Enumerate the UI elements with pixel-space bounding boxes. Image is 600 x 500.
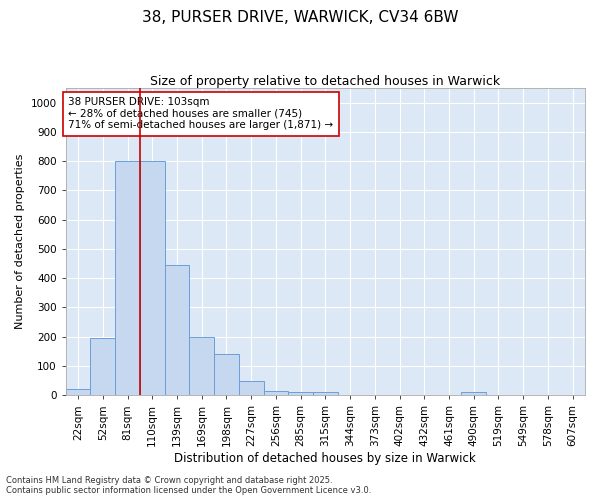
Bar bbox=[263, 391, 288, 396]
Bar bbox=[239, 380, 263, 396]
Y-axis label: Number of detached properties: Number of detached properties bbox=[15, 154, 25, 330]
Text: 38 PURSER DRIVE: 103sqm
← 28% of detached houses are smaller (745)
71% of semi-d: 38 PURSER DRIVE: 103sqm ← 28% of detache… bbox=[68, 97, 334, 130]
Bar bbox=[313, 392, 338, 396]
Bar bbox=[66, 390, 91, 396]
X-axis label: Distribution of detached houses by size in Warwick: Distribution of detached houses by size … bbox=[175, 452, 476, 465]
Bar bbox=[214, 354, 239, 396]
Bar bbox=[115, 161, 140, 396]
Bar bbox=[288, 392, 313, 396]
Bar bbox=[140, 161, 164, 396]
Title: Size of property relative to detached houses in Warwick: Size of property relative to detached ho… bbox=[150, 75, 500, 88]
Bar bbox=[461, 392, 486, 396]
Text: 38, PURSER DRIVE, WARWICK, CV34 6BW: 38, PURSER DRIVE, WARWICK, CV34 6BW bbox=[142, 10, 458, 25]
Bar bbox=[190, 337, 214, 396]
Bar bbox=[164, 265, 190, 396]
Bar bbox=[91, 338, 115, 396]
Text: Contains HM Land Registry data © Crown copyright and database right 2025.
Contai: Contains HM Land Registry data © Crown c… bbox=[6, 476, 371, 495]
